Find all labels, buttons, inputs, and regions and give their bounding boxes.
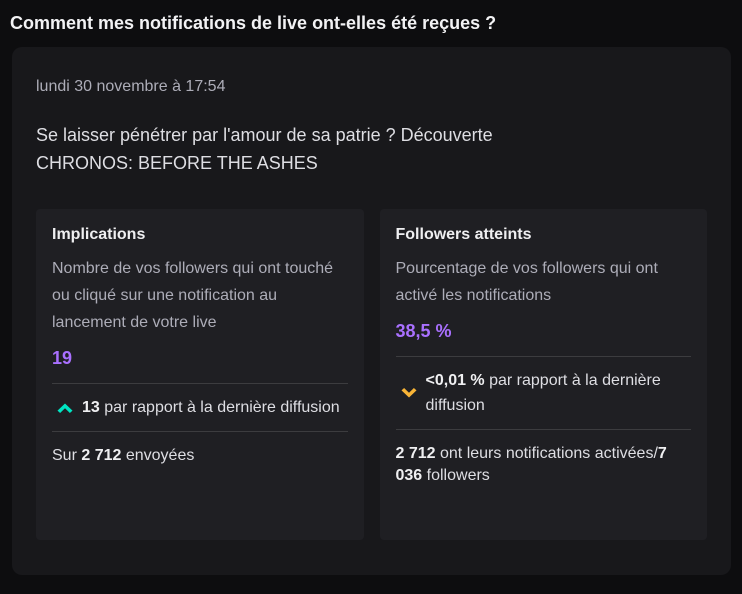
chevron-up-icon bbox=[52, 403, 82, 413]
notifications-panel: lundi 30 novembre à 17:54 Se laisser pén… bbox=[12, 47, 731, 575]
stat-cards-row: Implications Nombre de vos followers qui… bbox=[36, 209, 707, 540]
stream-category: CHRONOS: BEFORE THE ASHES bbox=[36, 153, 318, 173]
followers-footer-text: ont leurs notifications activées/ bbox=[440, 445, 658, 462]
engagement-trend-delta: 13 bbox=[82, 399, 100, 416]
engagement-value: 19 bbox=[52, 348, 73, 368]
chevron-up-shape bbox=[57, 403, 73, 413]
followers-card-heading: Followers atteints bbox=[395, 226, 532, 243]
engagement-card-footer: Sur 2 712 envoyées bbox=[52, 432, 348, 467]
stream-title: Se laisser pénétrer par l'amour de sa pa… bbox=[36, 125, 493, 145]
page-title: Comment mes notifications de live ont-el… bbox=[10, 13, 497, 33]
followers-footer-total-count: 7 036 bbox=[395, 445, 667, 484]
followers-trend-text: <0,01 % par rapport à la dernière diffus… bbox=[426, 368, 692, 418]
engagement-footer-suffix: envoyées bbox=[125, 447, 195, 464]
page-header: Comment mes notifications de live ont-el… bbox=[0, 0, 742, 35]
engagement-footer-prefix: Sur bbox=[52, 447, 77, 464]
followers-trend-caption: par rapport à la dernière diffusion bbox=[425, 372, 661, 414]
followers-card: Followers atteints Pourcentage de vos fo… bbox=[379, 209, 707, 540]
engagement-trend-caption: par rapport à la dernière diffusion bbox=[104, 399, 340, 416]
engagement-card: Implications Nombre de vos followers qui… bbox=[36, 209, 364, 540]
engagement-footer-total: 2 712 bbox=[81, 447, 122, 464]
engagement-card-description: Nombre de vos followers qui ont touché o… bbox=[52, 260, 334, 331]
chevron-down-icon bbox=[396, 388, 426, 398]
followers-card-description: Pourcentage de vos followers qui ont act… bbox=[395, 260, 658, 304]
engagement-trend-row: 13 par rapport à la dernière diffusion bbox=[52, 383, 348, 432]
followers-footer-active-count: 2 712 bbox=[395, 445, 436, 462]
chevron-down-shape bbox=[401, 388, 416, 398]
followers-trend-row: <0,01 % par rapport à la dernière diffus… bbox=[395, 356, 692, 430]
followers-card-footer: 2 712 ont leurs notifications activées/7… bbox=[396, 430, 692, 487]
followers-footer-suffix: followers bbox=[426, 467, 490, 484]
broadcast-date: lundi 30 novembre à 17:54 bbox=[36, 78, 226, 95]
followers-value: 38,5 % bbox=[395, 321, 452, 341]
engagement-trend-text: 13 par rapport à la dernière diffusion bbox=[82, 395, 348, 420]
engagement-card-heading: Implications bbox=[52, 226, 146, 243]
followers-trend-delta: <0,01 % bbox=[425, 372, 485, 389]
